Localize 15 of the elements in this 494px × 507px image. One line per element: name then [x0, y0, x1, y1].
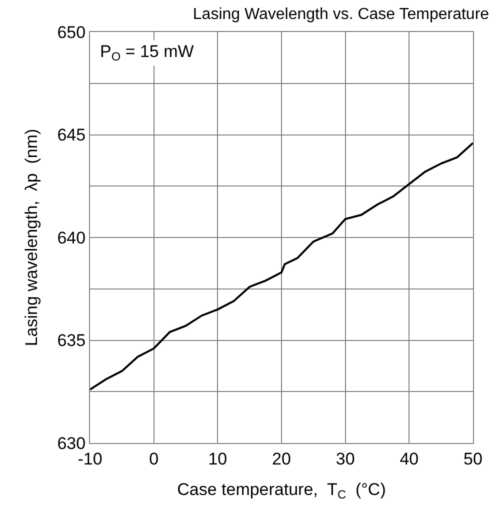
x-tick-label: 10 — [208, 449, 228, 468]
chart-title: Lasing Wavelength vs. Case Temperature — [192, 6, 490, 23]
y-tick-label: 650 — [57, 22, 86, 42]
x-tick-label: 50 — [464, 449, 482, 468]
x-tick-label: 20 — [272, 449, 291, 468]
y-tick-label: 635 — [57, 331, 86, 350]
line-series — [90, 142, 473, 391]
annotation: P$_{O}$ = 15 mW — [100, 42, 194, 64]
y-tick-label: 645 — [57, 126, 86, 145]
x-tick-label: 40 — [400, 449, 419, 468]
x-tick-label: 0 — [149, 449, 159, 468]
x-axis-title: Case temperature, T$_{C}$ (°C) — [177, 480, 386, 502]
y-axis-title: Lasing wavelength, λp (nm) — [22, 128, 41, 346]
y-tick-label: 640 — [57, 228, 86, 248]
x-tick-label: 30 — [336, 449, 355, 468]
